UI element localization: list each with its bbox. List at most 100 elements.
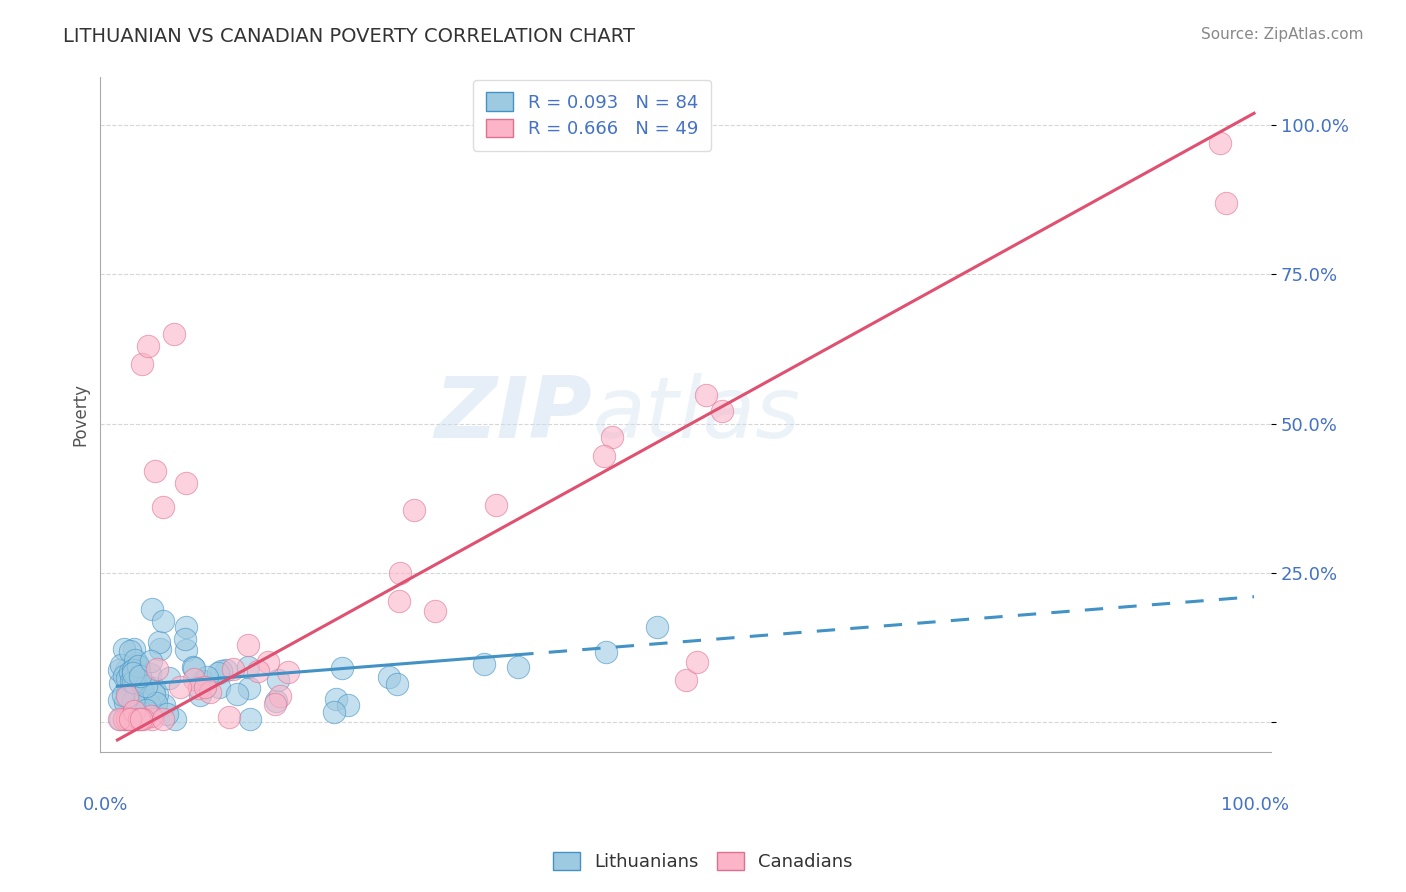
Point	[218, 710, 240, 724]
Point	[129, 712, 152, 726]
Point	[152, 500, 174, 515]
Point	[145, 697, 167, 711]
Point	[124, 669, 146, 683]
Point	[117, 712, 139, 726]
Point	[157, 672, 180, 686]
Point	[645, 620, 668, 634]
Point	[378, 670, 401, 684]
Point	[236, 660, 259, 674]
Point	[209, 665, 232, 679]
Point	[112, 669, 135, 683]
Point	[322, 705, 344, 719]
Point	[263, 698, 285, 712]
Point	[124, 677, 146, 691]
Text: ZIP: ZIP	[434, 373, 592, 456]
Point	[238, 681, 260, 696]
Point	[389, 566, 412, 580]
Point	[115, 712, 138, 726]
Point	[125, 691, 148, 706]
Text: 0.0%: 0.0%	[83, 796, 128, 814]
Point	[337, 698, 360, 712]
Point	[695, 388, 717, 402]
Point	[225, 687, 247, 701]
Point	[112, 712, 135, 726]
Y-axis label: Poverty: Poverty	[72, 384, 89, 446]
Point	[138, 666, 160, 681]
Point	[122, 642, 145, 657]
Point	[593, 449, 616, 463]
Point	[208, 680, 231, 694]
Point	[107, 712, 129, 726]
Point	[156, 707, 179, 722]
Point	[121, 693, 143, 707]
Point	[124, 662, 146, 676]
Point	[146, 687, 169, 701]
Point	[127, 686, 149, 700]
Point	[120, 712, 142, 726]
Point	[131, 357, 153, 371]
Text: Source: ZipAtlas.com: Source: ZipAtlas.com	[1201, 27, 1364, 42]
Point	[711, 404, 734, 418]
Point	[142, 681, 165, 696]
Point	[686, 656, 709, 670]
Point	[125, 712, 148, 726]
Point	[256, 655, 278, 669]
Point	[128, 660, 150, 674]
Point	[127, 657, 149, 671]
Point	[142, 687, 165, 701]
Legend: R = 0.093   N = 84, R = 0.666   N = 49: R = 0.093 N = 84, R = 0.666 N = 49	[474, 79, 710, 151]
Point	[146, 662, 169, 676]
Text: 100.0%: 100.0%	[1220, 796, 1289, 814]
Legend: Lithuanians, Canadians: Lithuanians, Canadians	[546, 845, 860, 879]
Point	[122, 674, 145, 689]
Point	[127, 659, 149, 673]
Point	[600, 430, 623, 444]
Point	[108, 676, 131, 690]
Point	[132, 677, 155, 691]
Point	[121, 666, 143, 681]
Point	[388, 594, 411, 608]
Point	[112, 688, 135, 702]
Point	[330, 661, 353, 675]
Point	[139, 654, 162, 668]
Point	[136, 706, 159, 721]
Point	[136, 339, 159, 353]
Point	[402, 503, 425, 517]
Point	[107, 663, 129, 677]
Point	[267, 673, 290, 688]
Point	[485, 499, 508, 513]
Point	[120, 644, 142, 658]
Point	[120, 673, 142, 688]
Point	[115, 686, 138, 700]
Point	[183, 661, 205, 675]
Point	[124, 653, 146, 667]
Point	[194, 680, 217, 694]
Point	[149, 641, 172, 656]
Point	[247, 664, 270, 678]
Point	[269, 689, 291, 703]
Point	[117, 689, 139, 703]
Point	[152, 712, 174, 726]
Point	[472, 657, 495, 671]
Point	[122, 704, 145, 718]
Point	[183, 672, 205, 686]
Point	[165, 712, 187, 726]
Point	[191, 674, 214, 689]
Point	[118, 665, 141, 679]
Point	[207, 666, 229, 681]
Point	[152, 698, 174, 712]
Point	[141, 601, 163, 615]
Point	[128, 712, 150, 726]
Point	[264, 693, 287, 707]
Point	[197, 670, 219, 684]
Point	[1215, 195, 1237, 210]
Point	[675, 673, 697, 688]
Point	[222, 661, 245, 675]
Point	[120, 666, 142, 681]
Point	[236, 639, 259, 653]
Point	[117, 690, 139, 704]
Point	[128, 712, 150, 726]
Point	[135, 703, 157, 717]
Point	[188, 681, 211, 695]
Point	[239, 712, 262, 726]
